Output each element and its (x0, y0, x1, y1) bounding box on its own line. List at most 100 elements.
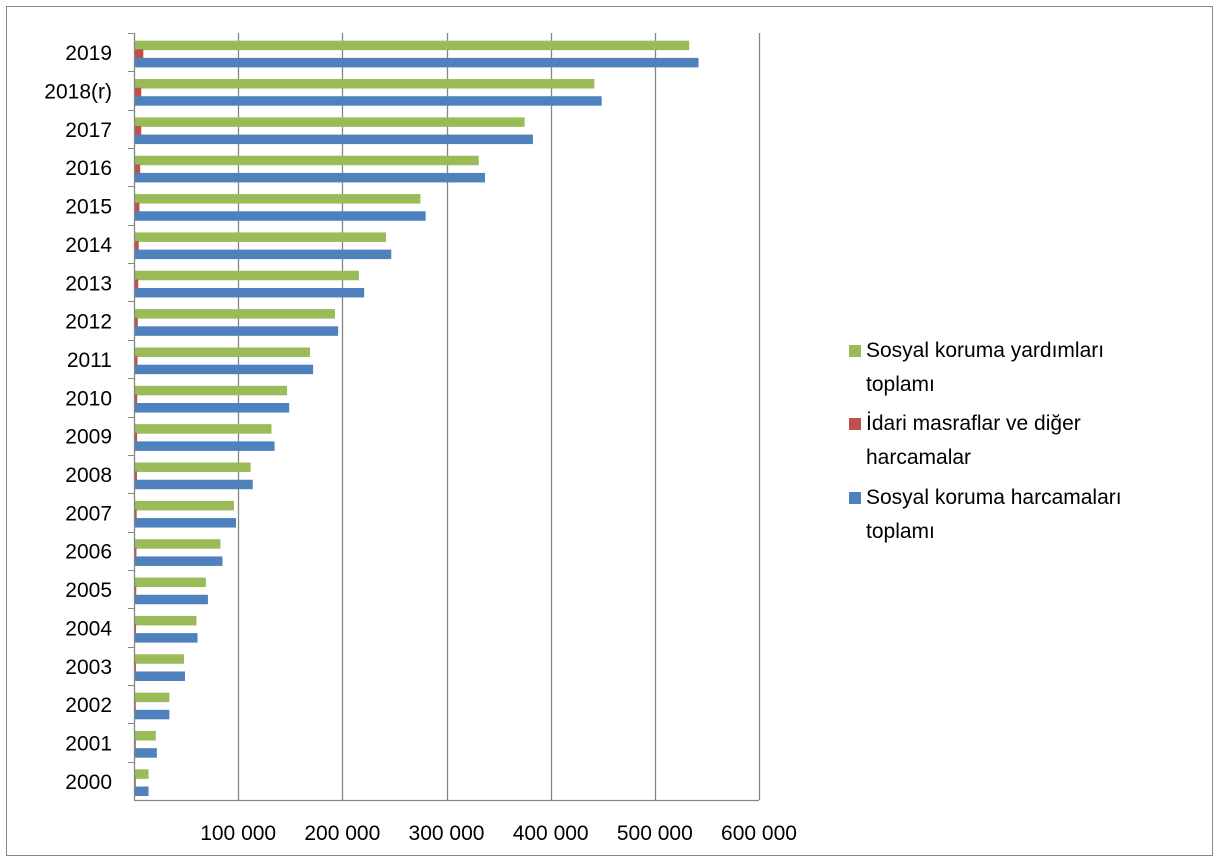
category-label: 2002 (65, 694, 112, 717)
bar-idari-masraflar (135, 471, 137, 481)
bar-sosyal-koruma-yardimlari (135, 232, 387, 242)
category-label: 2008 (65, 464, 112, 487)
legend-label: toplamı (866, 520, 935, 543)
bar-sosyal-koruma-harcamalari (135, 709, 170, 720)
bar-sosyal-koruma-harcamalari (135, 134, 533, 145)
category-label: 2001 (65, 732, 112, 755)
bar-idari-masraflar (135, 87, 142, 98)
bar-sosyal-koruma-harcamalari (135, 671, 185, 681)
legend-label: Sosyal koruma harcamaları (866, 486, 1122, 509)
bar-sosyal-koruma-harcamalari (135, 748, 157, 758)
bar-sosyal-koruma-harcamalari (135, 479, 253, 490)
bar-sosyal-koruma-harcamalari (135, 211, 426, 221)
x-tick-label: 600 000 (721, 822, 797, 845)
category-label: 2005 (65, 579, 112, 602)
red-square-icon (849, 418, 861, 430)
bar-sosyal-koruma-yardimlari (135, 40, 690, 51)
bar-sosyal-koruma-yardimlari (135, 769, 149, 779)
bar-sosyal-koruma-harcamalari (135, 594, 208, 605)
bar-sosyal-koruma-yardimlari (135, 347, 310, 357)
x-tick-label: 100 000 (200, 822, 276, 845)
bars (135, 40, 699, 797)
x-tick-label: 300 000 (409, 822, 485, 845)
bar-sosyal-koruma-yardimlari (135, 270, 359, 281)
category-label: 2000 (65, 771, 112, 794)
legend-label: İdari masraflar ve diğer (866, 412, 1081, 435)
bar-sosyal-koruma-harcamalari (135, 633, 198, 643)
bar-idari-masraflar (135, 279, 139, 289)
bar-idari-masraflar (135, 624, 137, 635)
bar-sosyal-koruma-harcamalari (135, 403, 290, 413)
category-label: 2007 (65, 502, 112, 525)
category-label: 2015 (65, 196, 112, 219)
blue-square-icon (849, 492, 861, 504)
x-tick-label: 400 000 (513, 822, 589, 845)
bar-sosyal-koruma-yardimlari (135, 79, 595, 89)
bar-sosyal-koruma-yardimlari (135, 539, 221, 549)
category-label: 2012 (65, 311, 112, 334)
bar-idari-masraflar (135, 739, 136, 750)
x-tick-labels: 100 000 200 000 300 000 400 000 500 000 600 0… (200, 822, 797, 845)
bar-sosyal-koruma-yardimlari (135, 577, 206, 588)
bar-idari-masraflar (135, 701, 136, 711)
bar-sosyal-koruma-yardimlari (135, 654, 184, 664)
bar-sosyal-koruma-yardimlari (135, 194, 421, 204)
bar-idari-masraflar (135, 126, 142, 136)
bar-sosyal-koruma-yardimlari (135, 117, 525, 127)
category-label: 2003 (65, 656, 112, 679)
bar-sosyal-koruma-harcamalari (135, 96, 602, 106)
bar-sosyal-koruma-yardimlari (135, 462, 251, 473)
bar-sosyal-koruma-yardimlari (135, 615, 197, 626)
bar-sosyal-koruma-yardimlari (135, 692, 170, 703)
bar-idari-masraflar (135, 317, 138, 328)
bar-idari-masraflar (135, 509, 137, 520)
bar-sosyal-koruma-yardimlari (135, 424, 272, 434)
legend-label: toplamı (866, 373, 935, 396)
category-label: 2019 (65, 42, 112, 65)
category-label: 2004 (65, 617, 112, 640)
legend-label: Sosyal koruma yardımları (866, 339, 1104, 362)
x-tick-label: 500 000 (617, 822, 693, 845)
bar-sosyal-koruma-harcamalari (135, 518, 237, 528)
legend-label: harcamalar (866, 446, 971, 469)
bar-sosyal-koruma-harcamalari (135, 364, 314, 375)
category-label: 2009 (65, 426, 112, 449)
bar-idari-masraflar (135, 49, 144, 59)
bar-idari-masraflar (135, 394, 138, 405)
bar-idari-masraflar (135, 547, 137, 558)
bar-idari-masraflar (135, 202, 140, 213)
bar-idari-masraflar (135, 778, 136, 788)
bar-sosyal-koruma-harcamalari (135, 441, 275, 451)
category-label: 2018(r) (44, 81, 112, 104)
green-square-icon (849, 345, 861, 357)
bar-sosyal-koruma-harcamalari (135, 556, 223, 566)
bar-sosyal-koruma-yardimlari (135, 155, 479, 166)
bar-idari-masraflar (135, 432, 138, 443)
legend: Sosyal koruma yardımları toplamı İdari mas… (849, 339, 1122, 543)
bar-sosyal-koruma-yardimlari (135, 385, 288, 396)
category-label: 2013 (65, 272, 112, 295)
bar-sosyal-koruma-yardimlari (135, 309, 335, 319)
bar-sosyal-koruma-yardimlari (135, 500, 234, 511)
category-label: 2010 (65, 387, 112, 410)
category-label: 2016 (65, 157, 112, 180)
category-label: 2017 (65, 119, 112, 142)
category-labels: 2000 2001 2002 2003 2004 2005 2006 2007 2008 2009… (44, 42, 112, 794)
bar-sosyal-koruma-harcamalari (135, 287, 365, 298)
x-tick-label: 200 000 (304, 822, 380, 845)
axes (128, 33, 759, 802)
category-label: 2014 (65, 234, 112, 257)
bar-sosyal-koruma-harcamalari (135, 172, 485, 183)
bar-idari-masraflar (135, 241, 139, 251)
category-label: 2006 (65, 541, 112, 564)
bar-sosyal-koruma-yardimlari (135, 730, 156, 741)
bar-sosyal-koruma-harcamalari (135, 57, 699, 68)
bar-idari-masraflar (135, 164, 141, 174)
bar-idari-masraflar (135, 356, 138, 366)
category-label: 2011 (67, 349, 112, 372)
bar-idari-masraflar (135, 662, 136, 673)
bar-idari-masraflar (135, 586, 137, 596)
bar-sosyal-koruma-harcamalari (135, 326, 339, 336)
